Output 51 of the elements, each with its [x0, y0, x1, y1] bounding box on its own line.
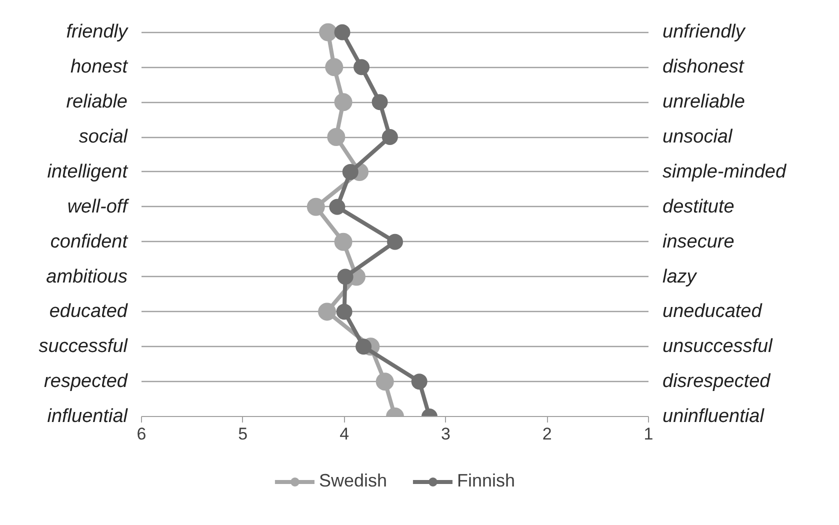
point: [342, 164, 358, 180]
point: [411, 374, 428, 390]
x-tick-label: 6: [136, 424, 146, 444]
y-tick-label: social: [78, 126, 128, 148]
point: [382, 129, 398, 146]
point: [336, 304, 352, 320]
y-tick-label: well-off: [67, 196, 130, 218]
point: [334, 232, 352, 251]
y2-tick-label: uninfluential: [662, 406, 765, 427]
y2-tick-label: dishonest: [662, 56, 745, 78]
point: [376, 372, 394, 391]
y2-tick-label: destitute: [662, 196, 734, 218]
y2-tick-label: uneducated: [662, 301, 764, 322]
y-tick-label: intelligent: [47, 161, 128, 182]
point: [354, 59, 370, 76]
point: [318, 302, 336, 321]
y-tick-label: respected: [44, 371, 129, 392]
x-tick-label: 3: [440, 424, 450, 444]
y-tick-label: honest: [70, 56, 128, 78]
y-tick-label: ambitious: [46, 266, 128, 288]
y-tick-label: successful: [38, 336, 128, 358]
y2-tick-label: insecure: [662, 231, 734, 252]
y2-tick-label: unreliable: [662, 92, 745, 113]
point: [387, 234, 403, 250]
point: [325, 58, 344, 76]
x-tick-label: 2: [542, 424, 552, 444]
y-tick-label: friendly: [66, 22, 129, 43]
x-tick-label: 5: [238, 424, 248, 444]
point: [372, 94, 388, 110]
x-tick-label: 1: [644, 424, 654, 444]
y2-tick-label: unsuccessful: [662, 336, 774, 358]
y-tick-label: educated: [49, 301, 129, 322]
legend-label: Swedish: [318, 470, 388, 492]
point: [329, 198, 346, 215]
y-tick-label: confident: [50, 231, 128, 252]
point: [334, 93, 352, 112]
y-tick-label: influential: [47, 406, 128, 427]
y2-tick-label: disrespected: [662, 371, 772, 392]
y2-tick-label: unsocial: [662, 126, 733, 148]
legend-label: Finnish: [457, 470, 516, 492]
y2-tick-label: unfriendly: [662, 22, 746, 43]
y2-tick-label: simple-minded: [662, 161, 788, 182]
y-tick-label: reliable: [66, 92, 128, 113]
point: [319, 23, 338, 42]
point: [334, 24, 350, 40]
point: [306, 198, 325, 216]
point: [337, 268, 354, 285]
y2-tick-label: lazy: [662, 266, 698, 288]
x-tick-label: 4: [340, 424, 350, 444]
point: [327, 128, 346, 146]
point: [356, 338, 372, 355]
